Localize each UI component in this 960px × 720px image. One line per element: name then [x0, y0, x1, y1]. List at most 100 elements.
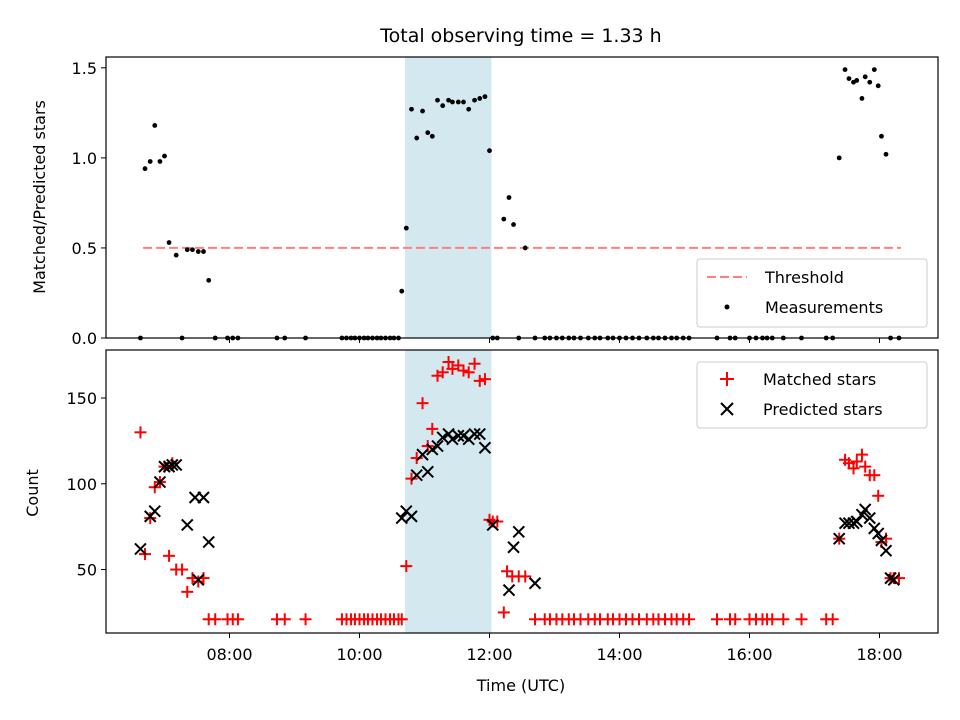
predicted-star-point — [181, 518, 194, 532]
top-x-ticks — [229, 338, 880, 343]
measurement-point — [162, 153, 167, 159]
measurement-point — [506, 195, 512, 200]
matched-stars-series — [134, 356, 905, 626]
predicted-star-point — [162, 460, 176, 473]
bottom-axes-frame — [105, 349, 939, 634]
top-legend: Threshold Measurements — [696, 258, 928, 328]
matched-star-point — [850, 455, 863, 468]
measurement-point — [477, 96, 483, 101]
y-tick-label: 1.5 — [72, 59, 97, 78]
measurement-point — [501, 216, 507, 222]
predicted-star-point — [871, 527, 885, 540]
matched-star-point — [426, 422, 439, 435]
measurement-point — [511, 222, 516, 227]
measurement-point — [403, 225, 409, 231]
measurement-point — [201, 249, 206, 254]
legend-measurements-label: Measurements — [765, 298, 883, 317]
measurement-point — [842, 67, 848, 73]
matched-star-point — [416, 397, 429, 410]
matched-star-point — [299, 613, 312, 626]
matched-star-point — [868, 469, 881, 482]
predicted-star-point — [416, 448, 429, 461]
predicted-star-point — [421, 465, 434, 478]
predicted-star-point — [446, 432, 459, 446]
y-tick-label: 0.5 — [72, 239, 97, 258]
measurement-point — [836, 155, 842, 161]
bottom-x-ticks: 08:00 10:00 12:00 14:00 16:00 18:00 — [206, 633, 903, 664]
bottom-y-ticks: 50 100 150 — [66, 389, 106, 580]
x-tick-label: 12:00 — [466, 645, 512, 664]
matched-star-point — [134, 426, 147, 439]
matched-star-point — [400, 560, 413, 573]
predicted-star-point — [478, 441, 492, 454]
y-tick-label: 0.0 — [72, 329, 97, 348]
x-tick-label: 08:00 — [206, 645, 252, 664]
matched-star-point — [729, 613, 742, 626]
predicted-star-point — [858, 503, 872, 516]
legend-threshold-label: Threshold — [764, 268, 844, 287]
predicted-star-point — [166, 458, 179, 472]
matched-star-point — [181, 585, 194, 598]
measurement-point — [440, 103, 446, 109]
y-tick-label: 150 — [66, 389, 97, 408]
matched-star-point — [468, 357, 481, 370]
matched-star-point — [405, 472, 418, 485]
matched-star-point — [410, 452, 423, 465]
measurement-point — [482, 94, 488, 100]
predicted-star-point — [395, 511, 408, 525]
matched-star-point — [462, 366, 475, 379]
measurement-point — [875, 83, 881, 89]
matched-star-point — [473, 374, 486, 387]
predicted-stars-series — [134, 427, 901, 597]
predicted-star-point — [863, 511, 876, 525]
measurement-point — [867, 79, 873, 85]
observing-window-span — [405, 57, 492, 338]
measurement-point — [461, 99, 466, 105]
predicted-star-point — [875, 534, 888, 547]
matched-star-point — [395, 613, 408, 626]
measurement-point — [446, 97, 451, 103]
legend-predicted-label: Predicted stars — [763, 400, 883, 419]
matched-star-point — [519, 570, 532, 583]
matched-star-point — [501, 565, 514, 578]
x-tick-label: 18:00 — [856, 645, 902, 664]
measurement-point — [152, 123, 158, 128]
measurement-point — [472, 97, 477, 103]
predicted-star-point — [431, 439, 444, 453]
chart-title: Total observing time = 1.33 h — [379, 25, 661, 47]
measurement-point — [522, 245, 528, 251]
matched-star-point — [855, 448, 868, 461]
predicted-star-point — [197, 491, 210, 504]
measurement-point — [420, 108, 425, 114]
legend-matched-swatch — [720, 372, 734, 386]
predicted-star-point — [468, 427, 481, 441]
predicted-star-point — [202, 535, 215, 549]
x-tick-label: 10:00 — [336, 645, 382, 664]
matched-star-point — [209, 613, 222, 626]
measurement-point — [435, 97, 440, 103]
x-tick-label: 14:00 — [596, 645, 642, 664]
predicted-star-point — [436, 431, 449, 444]
matched-star-point — [777, 613, 790, 626]
matched-star-point — [497, 606, 510, 619]
measurement-point — [195, 249, 201, 254]
matched-star-point — [176, 563, 189, 576]
measurement-point — [487, 148, 492, 154]
matched-star-point — [872, 489, 885, 502]
x-axis-label: Time (UTC) — [476, 676, 565, 695]
measurement-point — [854, 78, 860, 83]
top-y-ticks: 0.0 0.5 1.0 1.5 — [72, 59, 106, 348]
matched-star-point — [826, 613, 839, 626]
matched-star-point — [144, 512, 157, 525]
y-tick-label: 100 — [66, 475, 97, 494]
measurement-point — [450, 99, 455, 105]
top-axes-frame — [105, 56, 939, 339]
predicted-star-point — [410, 468, 423, 482]
measurement-point — [429, 133, 435, 139]
predicted-star-point — [134, 542, 147, 556]
measurement-point — [173, 252, 179, 258]
measurement-point — [846, 76, 852, 82]
measurement-point — [190, 247, 195, 253]
